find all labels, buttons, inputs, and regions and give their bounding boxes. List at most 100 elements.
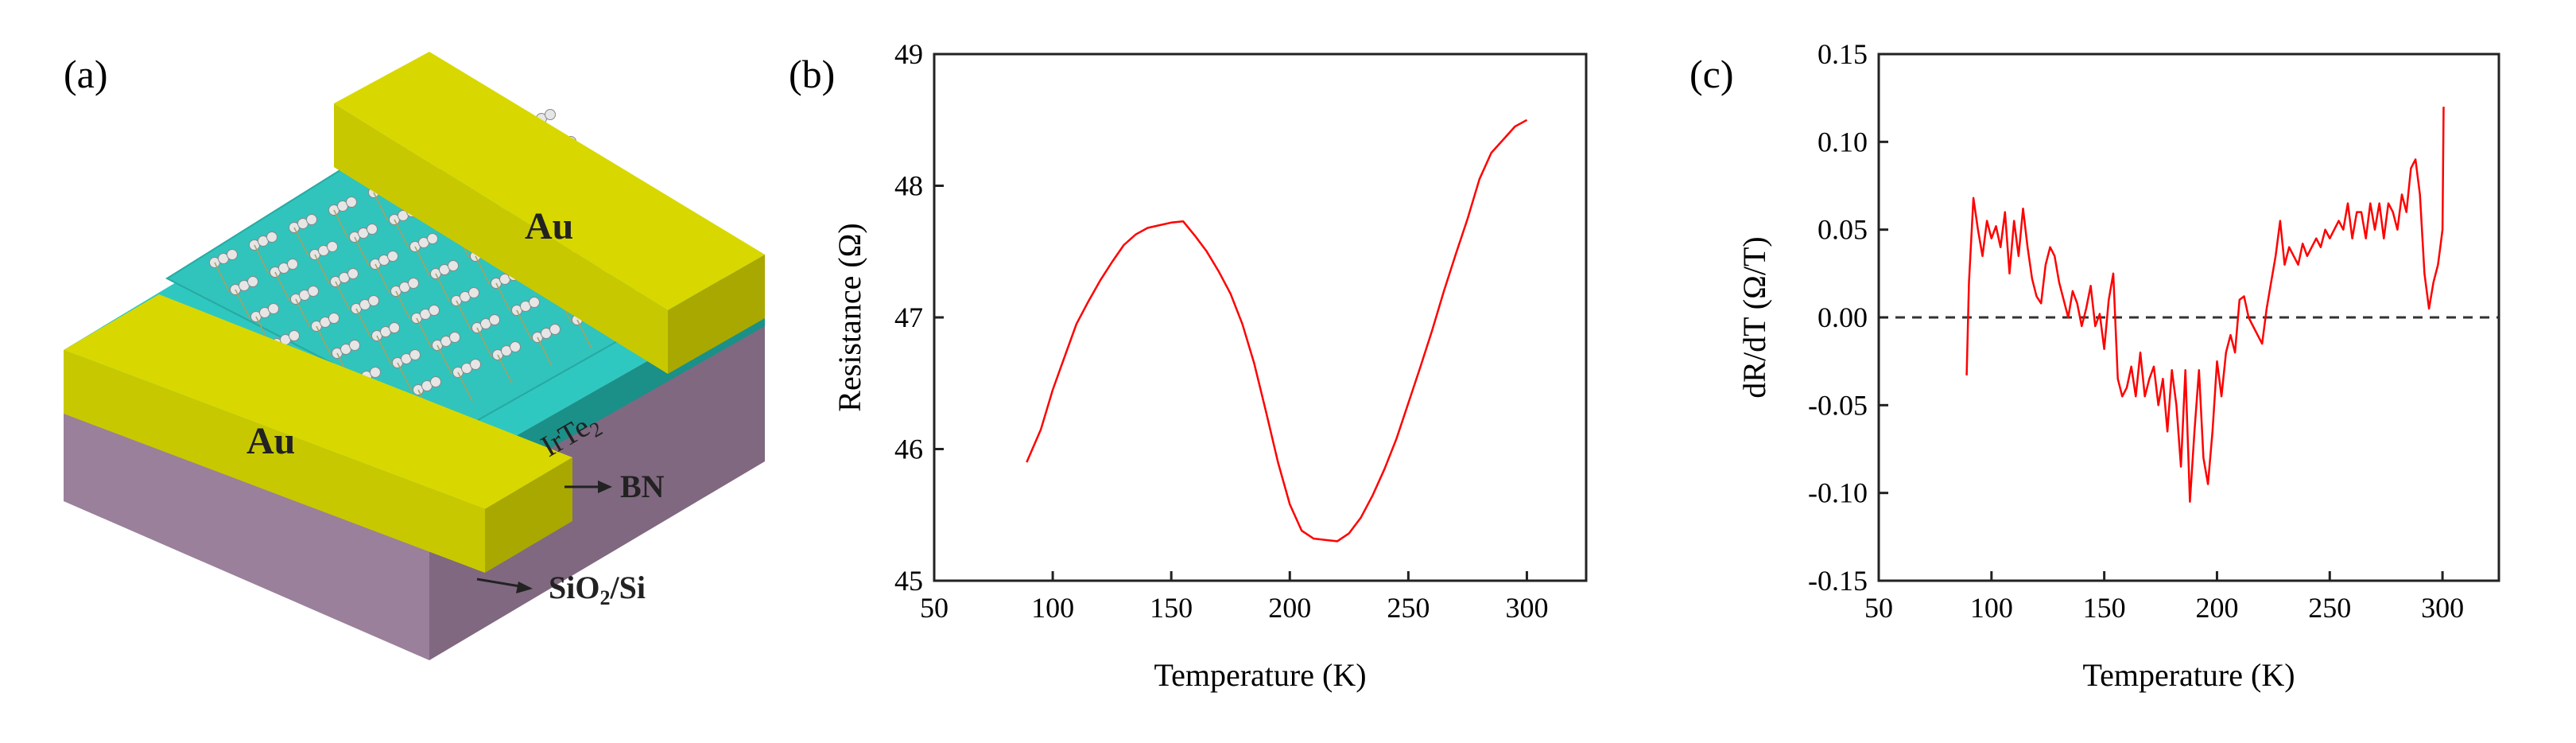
y-tick-label: -0.05 — [1808, 389, 1868, 421]
au-label-right: Au — [525, 205, 573, 247]
atom — [308, 286, 319, 297]
atom — [370, 367, 381, 378]
atom — [367, 224, 378, 235]
x-tick-label: 50 — [920, 592, 949, 624]
au-electrode-right-front — [334, 103, 668, 374]
chart-b-y-ticks: 45 46 47 48 49 — [894, 38, 944, 597]
atom — [227, 249, 238, 260]
bond — [456, 300, 471, 330]
atom — [268, 303, 279, 314]
bond — [314, 254, 330, 284]
x-tick-label: 100 — [1970, 592, 2013, 624]
chart-c-x-ticks: 50 100 150 200 250 300 — [1864, 571, 2464, 624]
bond — [436, 344, 452, 375]
chart-b-frame — [933, 53, 1588, 582]
bond — [537, 336, 553, 367]
bond — [355, 308, 371, 338]
x-tick-label: 300 — [1505, 592, 1548, 624]
atom — [448, 260, 459, 271]
panel-b: (b) 50 100 150 200 250 300 45 46 47 48 49 Tempera… — [789, 38, 1588, 693]
bond — [376, 335, 392, 365]
atom — [306, 214, 317, 225]
sio2-si-label: SiO2/Si — [549, 570, 646, 609]
y-tick-label: 0.15 — [1818, 38, 1868, 70]
atom — [529, 297, 540, 308]
atom — [368, 295, 379, 306]
x-tick-label: 150 — [1150, 592, 1193, 624]
bond — [254, 244, 270, 274]
bond — [395, 290, 411, 321]
y-tick-label: 45 — [894, 565, 923, 597]
atom — [427, 233, 438, 244]
au-electrode-right-face — [334, 52, 765, 310]
chart-c-y-ticks: -0.15 -0.10 -0.05 0.00 0.05 0.10 0.15 — [1808, 38, 1888, 597]
y-tick-label: -0.15 — [1808, 565, 1868, 597]
atom — [408, 278, 419, 289]
bond — [457, 372, 473, 402]
atom — [549, 324, 561, 335]
bond — [316, 325, 332, 356]
bond — [354, 236, 370, 266]
atom — [449, 332, 460, 343]
x-tick-label: 50 — [1864, 592, 1893, 624]
atom — [287, 259, 298, 270]
y-tick-label: 48 — [894, 170, 923, 202]
bond — [435, 273, 451, 303]
y-tick-label: 0.10 — [1818, 126, 1868, 158]
atom — [247, 276, 258, 287]
chart-c-xlabel: Temperature (K) — [2082, 657, 2295, 693]
panel-c: (c) 50 100 150 200 250 300 -0.15 -0.10 -0.05 0.0… — [1690, 38, 2500, 693]
x-tick-label: 200 — [1268, 592, 1311, 624]
bond — [476, 327, 492, 357]
au-electrode-right-side — [668, 255, 765, 374]
bn-annotation: BN — [564, 469, 665, 504]
au-electrode-left-side — [485, 457, 572, 573]
atom — [327, 241, 338, 252]
atom — [266, 231, 277, 243]
bond — [475, 255, 491, 286]
sio2-annotation: SiO2/Si — [476, 570, 646, 609]
au-electrode-left-top — [64, 350, 485, 573]
atom — [409, 349, 421, 360]
y-tick-label: -0.10 — [1808, 477, 1868, 509]
atom — [545, 109, 556, 120]
atom — [510, 341, 521, 352]
bond — [293, 227, 309, 257]
bond — [397, 362, 413, 392]
bond — [394, 219, 409, 249]
bond — [374, 263, 390, 294]
x-tick-label: 200 — [2195, 592, 2238, 624]
y-tick-label: 0.05 — [1818, 214, 1868, 246]
atom — [468, 287, 479, 298]
bond — [235, 289, 250, 319]
x-tick-label: 250 — [2308, 592, 2351, 624]
bond — [497, 354, 513, 384]
bond — [333, 209, 349, 239]
chart-c-series-line — [1965, 107, 2445, 503]
chart-b-series-line — [1026, 119, 1528, 543]
y-tick-label: 49 — [894, 38, 923, 70]
atom — [470, 359, 481, 370]
bond — [295, 298, 311, 329]
bn-label: BN — [620, 469, 665, 504]
panel-b-label: (b) — [789, 52, 835, 96]
bond — [576, 319, 592, 349]
atom — [346, 196, 357, 208]
panel-a-label: (a) — [64, 52, 108, 96]
atom — [328, 313, 339, 324]
x-tick-label: 300 — [2421, 592, 2464, 624]
au-label-left: Au — [246, 420, 295, 462]
chart-b-ylabel: Resistance (Ω) — [832, 223, 867, 411]
x-tick-label: 150 — [2083, 592, 2126, 624]
y-tick-label: 47 — [894, 301, 923, 333]
bond — [516, 309, 532, 340]
bond — [274, 271, 290, 301]
bond — [214, 262, 230, 292]
atom — [349, 340, 360, 351]
chart-b-x-ticks: 50 100 150 200 250 300 — [920, 571, 1548, 624]
bond — [495, 282, 511, 313]
panel-c-label: (c) — [1690, 52, 1734, 96]
y-tick-label: 0.00 — [1818, 301, 1868, 333]
bond — [416, 317, 432, 348]
atom — [430, 376, 441, 387]
